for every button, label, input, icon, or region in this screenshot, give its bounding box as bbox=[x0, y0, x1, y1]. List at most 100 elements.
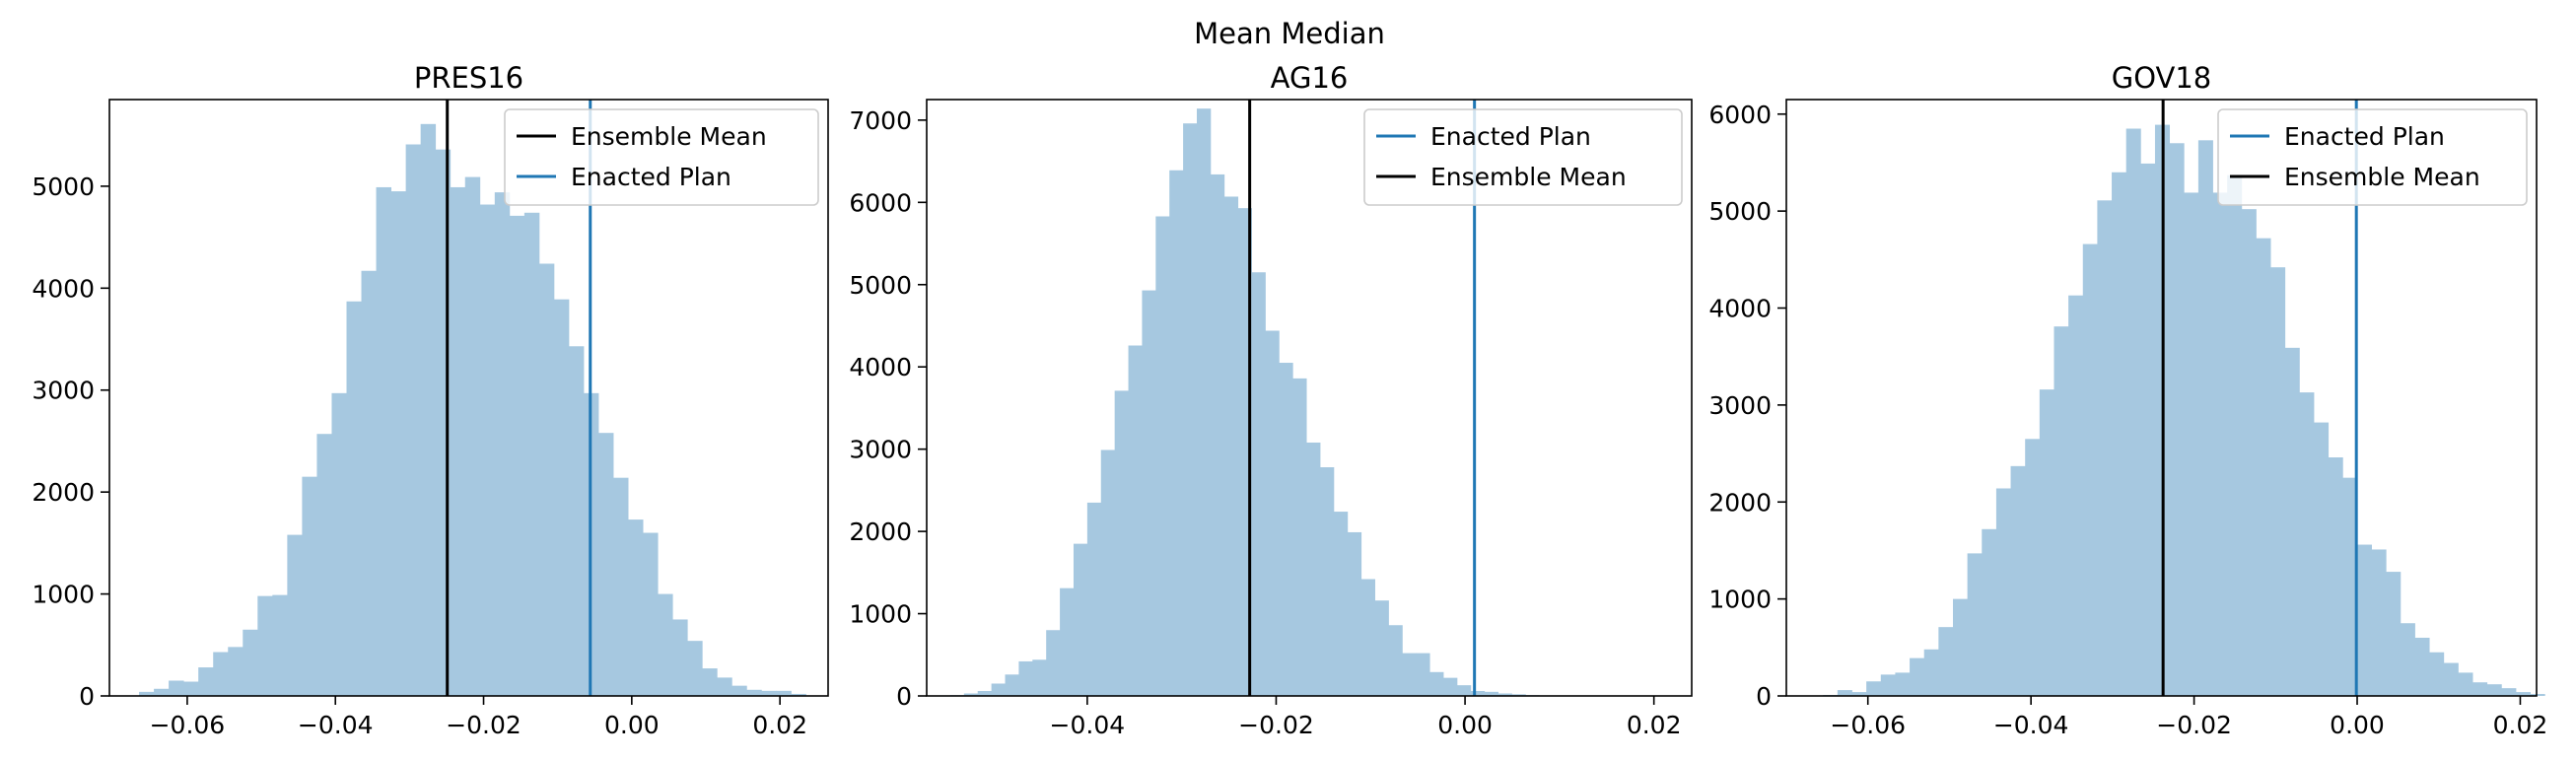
histogram-bar bbox=[1333, 512, 1349, 696]
histogram-bar bbox=[1251, 272, 1266, 696]
histogram-bar bbox=[198, 667, 214, 696]
histogram-bar bbox=[1183, 123, 1198, 696]
histogram-bar bbox=[1142, 290, 1156, 696]
histogram-bar bbox=[658, 593, 673, 696]
histogram-bar bbox=[731, 685, 747, 696]
x-tick-label: −0.04 bbox=[1050, 711, 1126, 739]
histogram-bar bbox=[1265, 330, 1280, 696]
histogram-bar bbox=[2039, 389, 2054, 696]
histogram-bar bbox=[2025, 439, 2041, 696]
histogram-bar bbox=[687, 641, 703, 696]
histogram-bar bbox=[1837, 690, 1852, 696]
histogram-bar bbox=[405, 144, 422, 696]
histogram-bar bbox=[2082, 243, 2098, 696]
histogram-bar bbox=[1470, 690, 1486, 696]
histogram-bar bbox=[1292, 378, 1307, 696]
histogram-bar bbox=[1952, 598, 1969, 696]
x-tick-label: 0.02 bbox=[2493, 711, 2548, 739]
subplots: −0.06 −0.04 −0.02 0.00 0.02 0 1000 2000 3000 4000… bbox=[32, 61, 2547, 739]
histogram-bar bbox=[1910, 657, 1925, 696]
subplot-title: AG16 bbox=[1271, 61, 1349, 95]
histogram-bar bbox=[2256, 238, 2271, 696]
histogram-bar bbox=[553, 299, 570, 696]
legend-box bbox=[504, 108, 819, 206]
legend-box bbox=[2217, 108, 2528, 206]
y-tick-label: 5000 bbox=[849, 271, 912, 300]
histogram-bar bbox=[2197, 140, 2213, 696]
histogram-bar bbox=[139, 691, 155, 696]
x-tick-label: 0.00 bbox=[2330, 711, 2385, 739]
histogram-bar bbox=[1018, 660, 1033, 696]
histogram-bar bbox=[643, 532, 659, 696]
histogram-bar bbox=[1866, 681, 1882, 696]
histogram-bar bbox=[302, 476, 317, 696]
histogram-bar bbox=[538, 263, 555, 696]
histogram-bar bbox=[2284, 347, 2300, 696]
legend-box bbox=[1363, 108, 1683, 206]
x-tick-label: −0.06 bbox=[150, 711, 226, 739]
x-tick-label: −0.04 bbox=[298, 711, 374, 739]
y-tick-label: 0 bbox=[1756, 682, 1772, 711]
histogram-bar bbox=[213, 652, 229, 696]
x-tick-label: −0.02 bbox=[2156, 711, 2232, 739]
histogram-bar bbox=[464, 176, 481, 697]
histogram-bar bbox=[1923, 649, 1939, 696]
histogram-bar bbox=[243, 629, 258, 696]
histogram-bar bbox=[1402, 653, 1417, 696]
x-tick-label: −0.02 bbox=[1238, 711, 1314, 739]
histogram-bar bbox=[2140, 163, 2156, 697]
y-tick-label: 4000 bbox=[32, 274, 95, 303]
histogram-bar bbox=[991, 683, 1006, 696]
figure-suptitle: Mean Median bbox=[1194, 17, 1385, 50]
histogram-bar bbox=[1114, 390, 1129, 696]
histogram-bar bbox=[1388, 625, 1403, 696]
histogram-bar bbox=[1196, 108, 1212, 696]
legend-label: Ensemble Mean bbox=[571, 122, 767, 151]
legend-label: Enacted Plan bbox=[571, 163, 731, 191]
histogram-bar bbox=[2125, 128, 2141, 696]
histogram-bar bbox=[2443, 662, 2459, 696]
histogram-bar bbox=[361, 270, 377, 696]
histogram-bar bbox=[746, 689, 762, 696]
histogram-bar bbox=[1046, 630, 1061, 696]
axes-frame bbox=[926, 99, 1693, 697]
histogram-bar bbox=[1374, 600, 1389, 696]
histogram-bar bbox=[1851, 692, 1867, 696]
x-tick-label: −0.02 bbox=[446, 711, 522, 739]
y-tick-label: 2000 bbox=[1708, 488, 1772, 517]
histogram-bar bbox=[1005, 674, 1019, 696]
histogram-bar bbox=[494, 192, 511, 696]
histogram-bar bbox=[154, 688, 170, 696]
histogram-bar bbox=[2386, 572, 2402, 696]
histogram-bar bbox=[450, 186, 466, 696]
legend: Ensemble Mean Enacted Plan bbox=[504, 108, 819, 206]
histogram-bar bbox=[1060, 587, 1075, 696]
subplot-3: −0.06 −0.04 −0.02 0.00 0.02 0 1000 2000 3000 4000… bbox=[1708, 61, 2547, 739]
histogram-bar bbox=[598, 433, 614, 696]
histogram-bar bbox=[761, 690, 777, 696]
y-tick-label: 0 bbox=[79, 682, 95, 711]
histogram-bar bbox=[1416, 653, 1430, 696]
y-tick-label: 1000 bbox=[1708, 586, 1772, 614]
y-tick-label: 4000 bbox=[849, 353, 912, 381]
y-tick-label: 2000 bbox=[32, 478, 95, 507]
histogram-bar bbox=[376, 186, 391, 696]
histogram-bar bbox=[2010, 465, 2026, 696]
x-tick-label: 0.00 bbox=[1437, 711, 1493, 739]
x-tick-label: −0.06 bbox=[1830, 711, 1906, 739]
histogram-bar bbox=[183, 681, 199, 696]
legend-label: Enacted Plan bbox=[2284, 122, 2445, 151]
histogram-bar bbox=[1967, 553, 1983, 696]
x-tick-label: 0.02 bbox=[752, 711, 807, 739]
histogram-bar bbox=[479, 204, 496, 696]
histogram-bar bbox=[2458, 672, 2473, 696]
histogram-bar bbox=[702, 668, 718, 696]
histogram-bar bbox=[1073, 543, 1088, 696]
histogram-bar bbox=[2097, 200, 2113, 696]
histogram-bar bbox=[776, 690, 792, 696]
histogram-bar bbox=[1320, 467, 1335, 696]
histogram-bar bbox=[1982, 528, 1997, 696]
y-tick-label: 3000 bbox=[849, 436, 912, 464]
y-tick-label: 2000 bbox=[849, 518, 912, 546]
y-tick-label: 3000 bbox=[32, 377, 95, 405]
